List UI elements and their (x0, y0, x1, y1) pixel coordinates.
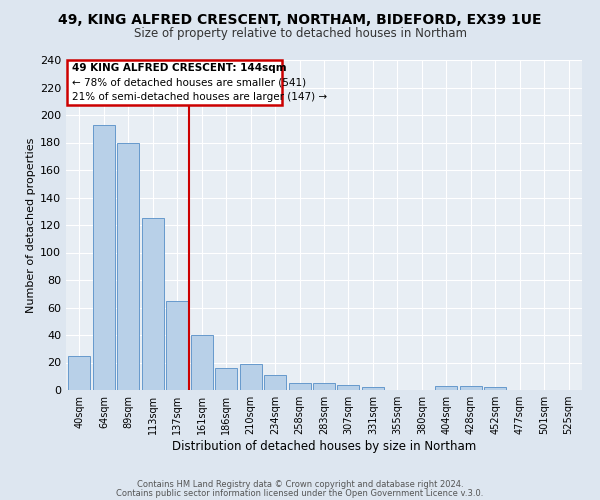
Text: Contains public sector information licensed under the Open Government Licence v.: Contains public sector information licen… (116, 488, 484, 498)
Bar (118, 142, 139, 390)
Bar (337, 384, 359, 390)
Bar (215, 368, 237, 390)
Text: Contains HM Land Registry data © Crown copyright and database right 2024.: Contains HM Land Registry data © Crown c… (137, 480, 463, 489)
Bar (67, 60, 283, 106)
Text: ← 78% of detached houses are smaller (541): ← 78% of detached houses are smaller (54… (72, 78, 306, 88)
Text: 21% of semi-detached houses are larger (147) →: 21% of semi-detached houses are larger (… (72, 92, 327, 102)
Bar (484, 387, 506, 390)
Bar (93, 124, 115, 390)
Bar (191, 335, 213, 390)
Text: 49 KING ALFRED CRESCENT: 144sqm: 49 KING ALFRED CRESCENT: 144sqm (72, 62, 287, 72)
Bar (289, 383, 311, 390)
Text: Size of property relative to detached houses in Northam: Size of property relative to detached ho… (133, 28, 467, 40)
Bar (166, 300, 188, 390)
Bar (460, 386, 482, 390)
Bar (264, 375, 286, 390)
Bar (239, 364, 262, 390)
Bar (142, 218, 164, 390)
Text: 49, KING ALFRED CRESCENT, NORTHAM, BIDEFORD, EX39 1UE: 49, KING ALFRED CRESCENT, NORTHAM, BIDEF… (58, 12, 542, 26)
Bar (435, 386, 457, 390)
Bar (313, 383, 335, 390)
Bar (362, 387, 384, 390)
Bar (68, 356, 91, 390)
Y-axis label: Number of detached properties: Number of detached properties (26, 138, 36, 312)
X-axis label: Distribution of detached houses by size in Northam: Distribution of detached houses by size … (172, 440, 476, 453)
